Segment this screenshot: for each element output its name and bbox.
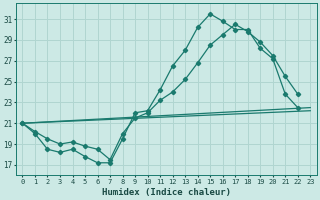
X-axis label: Humidex (Indice chaleur): Humidex (Indice chaleur)	[102, 188, 231, 197]
